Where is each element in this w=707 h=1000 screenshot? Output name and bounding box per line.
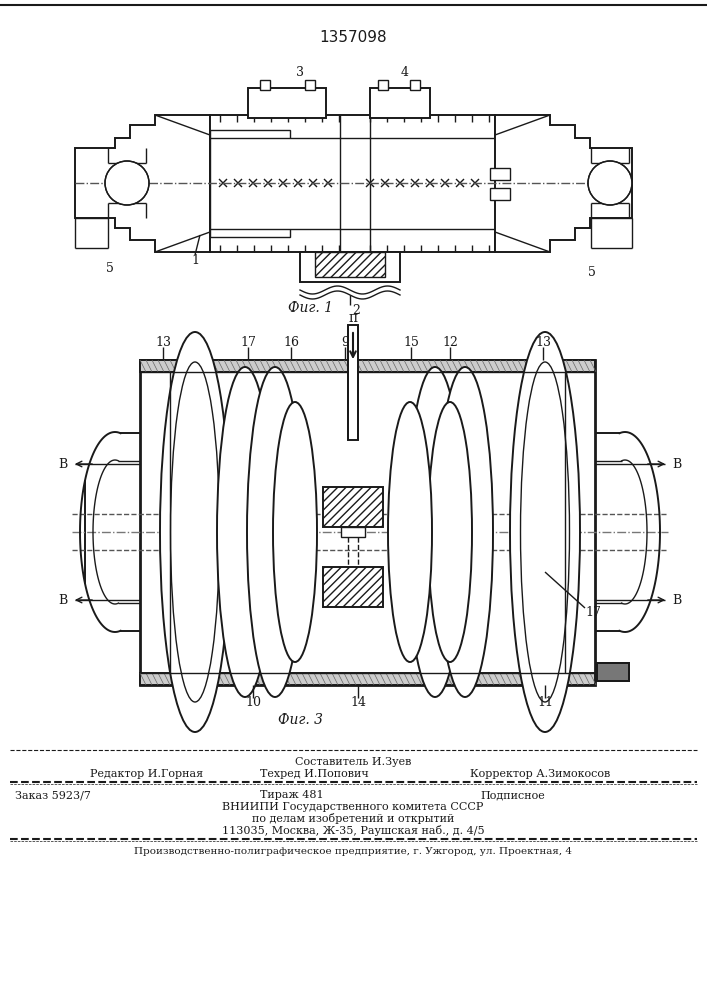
Bar [348,325,358,440]
Bar [597,663,629,681]
Text: Составитель И.Зуев: Составитель И.Зуев [295,757,411,767]
Ellipse shape [407,367,463,697]
Text: Производственно-полиграфическое предприятие, г. Ужгород, ул. Проектная, 4: Производственно-полиграфическое предприя… [134,848,572,856]
Ellipse shape [170,362,219,702]
Text: 13: 13 [535,336,551,349]
Bar [260,80,270,90]
Text: 9: 9 [341,336,349,349]
Text: 11: 11 [537,696,553,710]
Bar [597,663,629,681]
Text: 15: 15 [403,336,419,349]
Text: Тираж 481: Тираж 481 [260,790,324,800]
Bar [210,115,495,252]
Bar [210,138,495,229]
Bar [140,360,595,372]
Ellipse shape [105,161,149,205]
Polygon shape [619,432,660,632]
Text: 2: 2 [352,304,360,316]
Ellipse shape [510,332,580,732]
Text: ВНИИПИ Государственного комитета СССР: ВНИИПИ Государственного комитета СССР [222,802,484,812]
Text: B: B [59,593,68,606]
Text: 1: 1 [191,253,199,266]
Text: 14: 14 [350,696,366,710]
Ellipse shape [520,362,570,702]
Text: Фиг. 3: Фиг. 3 [278,713,322,727]
Bar [140,360,595,372]
Text: 3: 3 [296,66,304,79]
Text: 16: 16 [283,336,299,349]
Bar [490,188,510,200]
Bar [210,130,290,237]
Text: Корректор А.Зимокосов: Корректор А.Зимокосов [470,769,610,779]
Bar [410,80,420,90]
Text: Техред И.Попович: Техред И.Попович [260,769,369,779]
Text: Редактор И.Горная: Редактор И.Горная [90,769,203,779]
Text: 4: 4 [401,66,409,79]
Bar [370,88,430,118]
Text: 17: 17 [585,605,601,618]
Bar [341,527,365,537]
Text: B: B [59,458,68,471]
Ellipse shape [437,367,493,697]
Bar [323,567,383,607]
Bar [378,80,388,90]
Text: 5: 5 [588,265,596,278]
Bar [323,487,383,527]
Text: B: B [672,593,682,606]
Text: 113035, Москва, Ж-35, Раушская наб., д. 4/5: 113035, Москва, Ж-35, Раушская наб., д. … [222,826,484,836]
Ellipse shape [388,402,432,662]
Text: Фиг. 1: Фиг. 1 [288,301,332,315]
Text: 10: 10 [245,696,261,710]
Bar [305,80,315,90]
Bar [140,673,595,685]
Text: 17: 17 [240,336,256,349]
Text: 13: 13 [155,336,171,349]
Text: по делам изобретений и открытий: по делам изобретений и открытий [252,814,454,824]
Ellipse shape [588,161,632,205]
Text: 1357098: 1357098 [319,30,387,45]
Text: 5: 5 [106,261,114,274]
Polygon shape [80,432,120,632]
Bar [490,168,510,180]
Ellipse shape [247,367,303,697]
Polygon shape [495,115,632,252]
Bar [140,673,595,685]
Bar [315,252,385,277]
Polygon shape [75,115,210,252]
Text: B: B [672,458,682,471]
Ellipse shape [217,367,273,697]
Ellipse shape [428,402,472,662]
Bar [140,360,595,685]
Text: п: п [349,311,358,325]
Ellipse shape [160,332,230,732]
Text: Заказ 5923/7: Заказ 5923/7 [15,790,91,800]
Text: 12: 12 [442,336,458,349]
Text: Подписное: Подписное [480,790,545,800]
Bar [300,252,400,282]
Bar [248,88,326,118]
Ellipse shape [273,402,317,662]
